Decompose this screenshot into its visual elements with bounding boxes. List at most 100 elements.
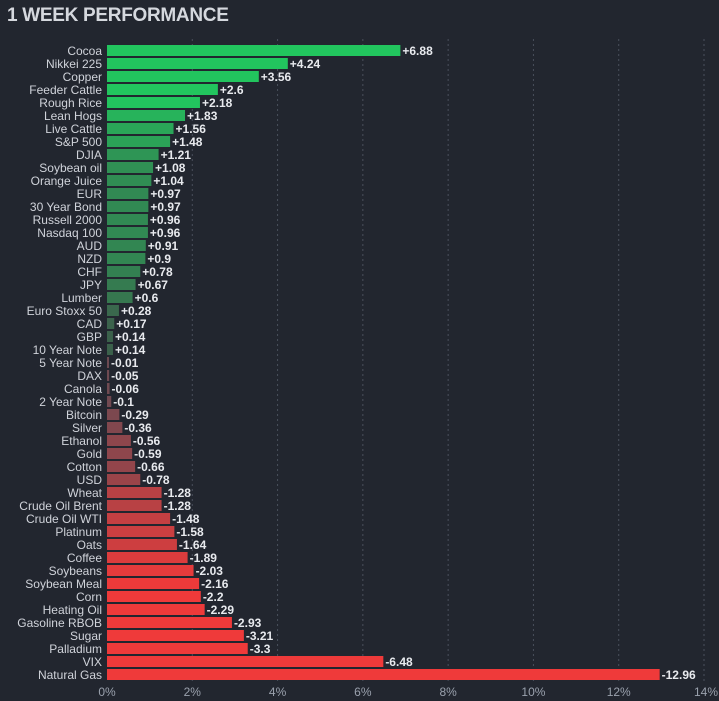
bar: [107, 227, 148, 238]
category-label: 10 Year Note: [33, 343, 103, 357]
bar: [107, 305, 119, 316]
category-label: Wheat: [67, 486, 102, 500]
value-label: -0.59: [134, 447, 162, 461]
value-label: -0.01: [111, 356, 139, 370]
bar: [107, 396, 112, 407]
bar: [107, 422, 123, 433]
bar: [107, 435, 131, 446]
value-label: +1.56: [176, 122, 207, 136]
value-label: +0.97: [150, 200, 181, 214]
value-label: -2.16: [201, 577, 229, 591]
category-label: Bitcoin: [66, 408, 102, 422]
category-label: Soybeans: [49, 564, 102, 578]
bar: [107, 461, 136, 472]
category-label: USD: [77, 473, 103, 487]
category-label: VIX: [83, 655, 102, 669]
bar: [107, 487, 162, 498]
category-label: Canola: [64, 382, 102, 396]
category-label: Sugar: [70, 629, 102, 643]
bar: [107, 253, 146, 264]
bar: [107, 643, 248, 654]
category-label: NZD: [77, 252, 102, 266]
value-label: +3.56: [261, 70, 292, 84]
value-label: +0.17: [116, 317, 147, 331]
category-label: Nasdaq 100: [37, 226, 102, 240]
value-label: +2.18: [202, 96, 233, 110]
category-label: 30 Year Bond: [30, 200, 102, 214]
value-label: -0.29: [121, 408, 149, 422]
value-label: +0.78: [142, 265, 173, 279]
chart-title: 1 WEEK PERFORMANCE: [7, 5, 229, 26]
category-label: Live Cattle: [45, 122, 102, 136]
value-label: -1.48: [172, 512, 200, 526]
category-label: AUD: [77, 239, 103, 253]
bar: [107, 448, 133, 459]
value-label: -1.28: [164, 499, 192, 513]
bar: [107, 45, 401, 56]
category-label: CAD: [77, 317, 103, 331]
value-label: -0.78: [142, 473, 170, 487]
category-label: Palladium: [49, 642, 102, 656]
value-label: -0.06: [112, 382, 140, 396]
value-label: +1.83: [187, 109, 218, 123]
value-label: +0.28: [121, 304, 152, 318]
category-label: DAX: [77, 369, 102, 383]
bar: [107, 578, 200, 589]
category-label: Natural Gas: [38, 668, 102, 682]
value-label: -0.66: [137, 460, 165, 474]
category-label: Crude Oil WTI: [26, 512, 102, 526]
category-label: CHF: [77, 265, 102, 279]
value-label: -1.64: [179, 538, 207, 552]
tick-layer: 0% 2% 4% 6% 8% 10% 12% 14%: [98, 685, 718, 699]
category-label: EUR: [77, 187, 103, 201]
bar: [107, 266, 141, 277]
category-label: Ethanol: [61, 434, 102, 448]
bar: [107, 279, 136, 290]
category-label: Gold: [77, 447, 102, 461]
value-label: +1.04: [153, 174, 184, 188]
value-label: -3.3: [250, 642, 271, 656]
value-label: -0.36: [124, 421, 152, 435]
bar: [107, 409, 120, 420]
x-tick-label: 0%: [98, 685, 116, 699]
value-label: -0.56: [133, 434, 161, 448]
value-label: +0.96: [150, 213, 181, 227]
value-label: +0.91: [148, 239, 179, 253]
x-tick-label: 14%: [694, 685, 718, 699]
value-label: -2.03: [196, 564, 224, 578]
value-label: +1.08: [155, 161, 186, 175]
value-label: +0.96: [150, 226, 181, 240]
value-label: +1.21: [161, 148, 192, 162]
category-label: Copper: [63, 70, 102, 84]
value-label: +4.24: [290, 57, 321, 71]
bar: [107, 591, 201, 602]
category-label: JPY: [80, 278, 102, 292]
bar: [107, 110, 186, 121]
bar: [107, 565, 194, 576]
x-tick-label: 2%: [184, 685, 202, 699]
bar-layer: [107, 45, 660, 680]
bar: [107, 630, 244, 641]
bar: [107, 201, 149, 212]
value-label: -0.1: [113, 395, 134, 409]
category-label: Silver: [72, 421, 102, 435]
category-label: Heating Oil: [43, 603, 102, 617]
value-label: -6.48: [385, 655, 413, 669]
bar: [107, 240, 146, 251]
value-label: +0.14: [115, 343, 146, 357]
value-label: +0.9: [147, 252, 171, 266]
bar: [107, 162, 154, 173]
bar: [107, 97, 200, 108]
category-label: Soybean Meal: [25, 577, 102, 591]
value-label: -12.96: [662, 668, 696, 682]
bar: [107, 617, 232, 628]
bar: [107, 383, 110, 394]
category-label: Euro Stoxx 50: [27, 304, 103, 318]
category-label: Lumber: [61, 291, 102, 305]
value-label: -2.2: [203, 590, 224, 604]
bar: [107, 513, 171, 524]
x-tick-label: 10%: [521, 685, 545, 699]
bar: [107, 474, 141, 485]
category-label: Crude Oil Brent: [19, 499, 102, 513]
